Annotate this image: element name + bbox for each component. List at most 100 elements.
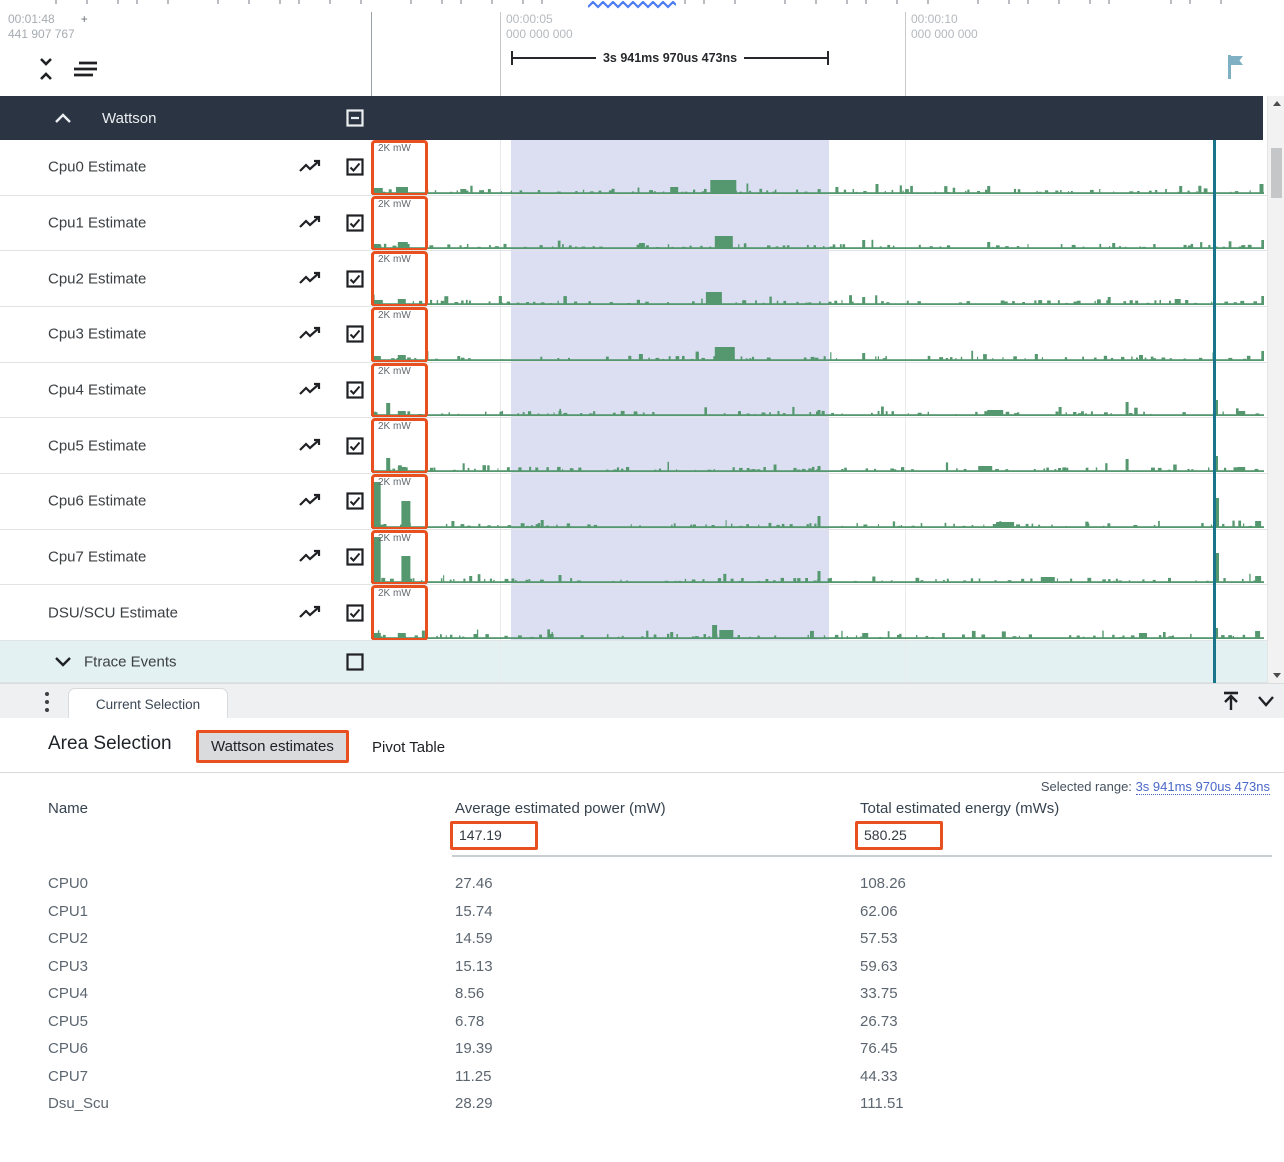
cell-avg-power: 14.59 <box>455 930 493 948</box>
gridline <box>905 362 906 418</box>
line-chart-icon <box>298 549 322 565</box>
scrollbar-up-arrow[interactable] <box>1268 96 1284 111</box>
annotation-highlight-box <box>371 362 428 418</box>
gridline <box>500 418 501 474</box>
cutoff-text-mark <box>410 0 412 4</box>
cell-avg-power: 15.13 <box>455 957 493 975</box>
track-chart-area[interactable]: 2K mW <box>371 529 1267 585</box>
track-checkbox-checked[interactable] <box>346 604 364 622</box>
track-row[interactable]: Cpu4 Estimate 2K mW <box>0 362 1267 419</box>
track-scale-label: 2K mW <box>378 198 411 210</box>
track-title: Cpu3 Estimate <box>48 325 147 343</box>
track-chart-area[interactable]: 2K mW <box>371 362 1267 418</box>
track-group-wattson[interactable]: Wattson <box>0 96 1263 140</box>
ruler-gridline-5s <box>500 12 501 96</box>
track-chart-area[interactable]: 2K mW <box>371 474 1267 529</box>
power-waveform <box>371 236 1264 250</box>
track-group-ftrace-events[interactable]: Ftrace Events <box>0 641 1267 683</box>
track-scale-label: 2K mW <box>378 254 411 266</box>
cutoff-text-mark <box>55 0 57 4</box>
power-waveform <box>371 400 1264 417</box>
track-checkbox-checked[interactable] <box>346 270 364 288</box>
cell-total-energy: 26.73 <box>860 1012 898 1030</box>
track-checkbox-checked[interactable] <box>346 437 364 455</box>
table-row: CPU0 27.46 108.26 <box>48 870 1270 898</box>
group-collapse-chevron-icon[interactable] <box>54 112 72 124</box>
timeline-ruler[interactable]: 00:01:48 + 441 907 767 00:00:05 000 000 00… <box>0 10 1284 96</box>
table-row: CPU4 8.56 33.75 <box>48 980 1270 1008</box>
track-chart-area[interactable]: 2K mW <box>371 307 1267 362</box>
cutoff-text-mark <box>1008 0 1010 4</box>
track-chart-area[interactable]: 2K mW <box>371 140 1267 195</box>
group-title: Wattson <box>102 109 157 127</box>
track-row[interactable]: Cpu5 Estimate 2K mW <box>0 418 1267 475</box>
viewport-start-timestamp: 00:01:48 + 441 907 767 <box>8 12 88 41</box>
area-selection-band <box>511 418 829 474</box>
collapse-panel-chevron-icon[interactable] <box>1256 694 1276 708</box>
track-checkbox-checked[interactable] <box>346 492 364 510</box>
area-selection-band <box>511 529 829 585</box>
track-checkbox-checked[interactable] <box>346 381 364 399</box>
cutoff-text-mark <box>684 0 686 4</box>
track-title: Cpu1 Estimate <box>48 214 147 232</box>
annotation-highlight-box: Wattson estimates <box>196 730 349 763</box>
group-checkbox-unchecked[interactable] <box>346 652 364 671</box>
track-row[interactable]: Cpu1 Estimate 2K mW <box>0 195 1267 252</box>
cutoff-text-mark <box>977 0 979 4</box>
selected-range-link[interactable]: 3s 941ms 970us 473ns <box>1135 779 1270 795</box>
track-checkbox-checked[interactable] <box>346 548 364 566</box>
track-row[interactable]: Cpu3 Estimate 2K mW <box>0 307 1267 363</box>
track-checkbox-checked[interactable] <box>346 325 364 343</box>
gridline <box>905 307 906 362</box>
track-checkbox-checked[interactable] <box>346 214 364 232</box>
area-selection-panel: Area Selection Wattson estimates Pivot T… <box>0 718 1284 1162</box>
track-title: Cpu2 Estimate <box>48 270 147 288</box>
track-chart-area[interactable]: 2K mW <box>371 418 1267 474</box>
cutoff-text-mark <box>298 0 300 4</box>
cutoff-text-mark <box>117 0 119 4</box>
annotation-highlight-box <box>371 251 428 307</box>
track-row[interactable]: Cpu0 Estimate 2K mW <box>0 140 1267 196</box>
cell-name: CPU6 <box>48 1040 89 1058</box>
cutoff-text-mark <box>1220 0 1222 4</box>
power-waveform <box>371 625 1264 640</box>
cutoff-text-mark <box>1170 0 1172 4</box>
scrollbar-down-arrow[interactable] <box>1268 668 1284 683</box>
cutoff-text-mark <box>541 0 543 4</box>
cutoff-text-mark <box>815 0 817 4</box>
scrollbar-thumb[interactable] <box>1271 148 1282 198</box>
tab-pivot-table[interactable]: Pivot Table <box>372 739 446 756</box>
annotation-highlight-box <box>371 195 428 251</box>
track-row[interactable]: Cpu6 Estimate 2K mW <box>0 474 1267 530</box>
group-expand-chevron-icon[interactable] <box>54 656 72 668</box>
track-scale-label: 2K mW <box>378 588 411 600</box>
cell-name: CPU1 <box>48 902 89 920</box>
kebab-menu-icon[interactable] <box>44 692 50 712</box>
track-chart-area[interactable]: 2K mW <box>371 585 1267 641</box>
cell-total-energy: 62.06 <box>860 902 898 920</box>
track-chart-area[interactable]: 2K mW <box>371 251 1267 307</box>
track-checkbox-checked[interactable] <box>346 158 364 176</box>
track-row[interactable]: Cpu7 Estimate 2K mW <box>0 529 1267 586</box>
track-title: Cpu7 Estimate <box>48 548 147 566</box>
column-header-avg-power: Average estimated power (mW) <box>455 800 666 817</box>
tab-wattson-estimates[interactable]: Wattson estimates <box>199 733 346 760</box>
tab-current-selection[interactable]: Current Selection <box>68 688 228 719</box>
track-chart-area[interactable]: 2K mW <box>371 195 1267 251</box>
gridline <box>905 641 906 682</box>
spellcheck-squiggle-underline <box>588 1 676 9</box>
flag-marker-icon[interactable] <box>1224 52 1248 82</box>
group-checkbox-indeterminate[interactable] <box>346 109 364 127</box>
ruler-boundary-line <box>371 12 372 96</box>
line-chart-icon <box>298 438 322 454</box>
expand-panel-to-top-icon[interactable] <box>1220 689 1242 713</box>
collapse-all-tracks-icon[interactable] <box>36 56 56 82</box>
track-title: Cpu5 Estimate <box>48 437 147 455</box>
track-row[interactable]: Cpu2 Estimate 2K mW <box>0 251 1267 308</box>
sort-tracks-icon[interactable] <box>72 59 98 79</box>
cutoff-text-mark <box>846 0 848 4</box>
track-row[interactable]: DSU/SCU Estimate 2K mW <box>0 585 1267 642</box>
panel-title: Area Selection <box>48 733 172 754</box>
line-chart-icon <box>298 605 322 621</box>
vertical-scrollbar[interactable] <box>1267 96 1284 683</box>
